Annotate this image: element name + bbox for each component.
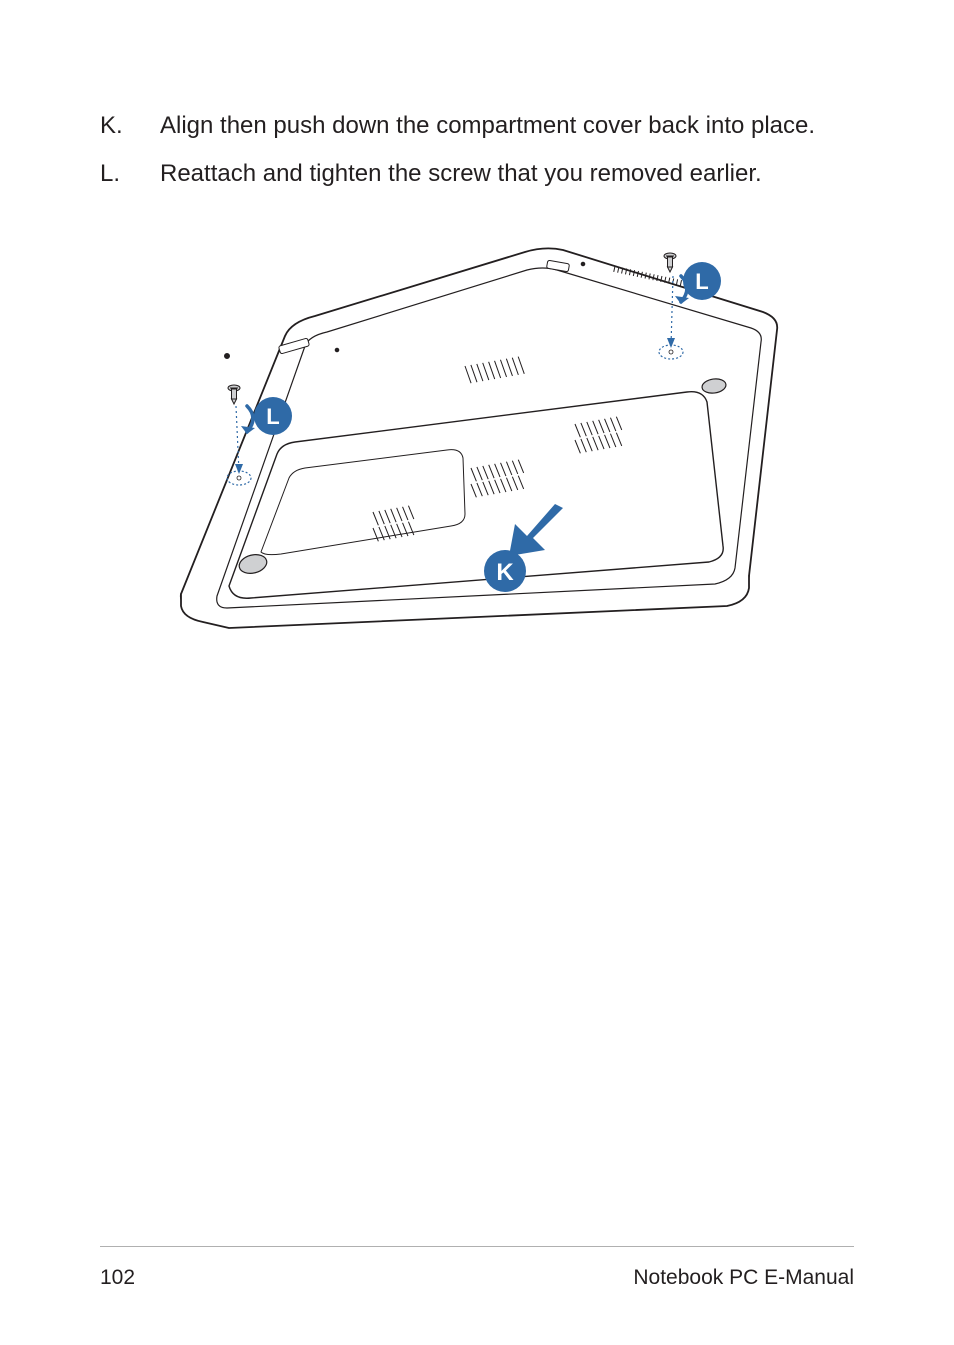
footer-title: Notebook PC E-Manual (633, 1266, 854, 1290)
notebook-bottom-illustration: L L K (167, 246, 787, 666)
step-letter: K. (100, 112, 160, 140)
footer-divider (100, 1246, 854, 1247)
callout-L-left: L (254, 397, 292, 435)
step-text: Align then push down the compartment cov… (160, 110, 854, 142)
manual-page: K. Align then push down the compartment … (0, 0, 954, 1345)
step-letter: L. (100, 160, 160, 188)
callout-label: K (496, 559, 514, 586)
laptop-body (181, 248, 777, 628)
callout-label: L (695, 269, 708, 294)
callout-K: K (484, 550, 526, 592)
step-k: K. Align then push down the compartment … (100, 110, 854, 142)
page-number: 102 (100, 1266, 135, 1290)
step-l: L. Reattach and tighten the screw that y… (100, 158, 854, 190)
callout-L-right: L (683, 262, 721, 300)
step-text: Reattach and tighten the screw that you … (160, 158, 854, 190)
callout-label: L (266, 404, 279, 429)
diagram-container: L L K (100, 246, 854, 666)
instruction-list: K. Align then push down the compartment … (100, 110, 854, 191)
